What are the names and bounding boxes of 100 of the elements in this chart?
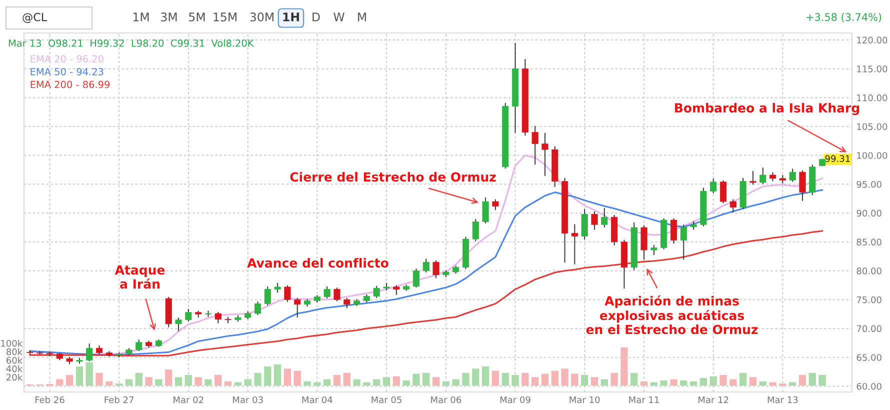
candlestick: [136, 340, 142, 351]
text: 1M: [133, 12, 149, 22]
bar: [670, 379, 678, 386]
bar: [650, 382, 658, 386]
candlestick: [175, 318, 182, 332]
x-tick-label: Mar 03: [233, 396, 263, 404]
y-tick-label: 70.00: [856, 325, 882, 332]
bar: [234, 382, 242, 386]
candlestick: [789, 168, 796, 182]
bar: [314, 382, 321, 386]
bar: [630, 372, 638, 386]
candlestick: [720, 180, 727, 204]
text: 3M: [161, 12, 177, 22]
bar: [789, 382, 796, 386]
bar: [798, 375, 806, 386]
bar: [402, 380, 410, 386]
text: D: [312, 12, 320, 22]
annotation: Aparición de minas explosivas acuáticas en el Estrecho de Ormuz: [586, 295, 758, 334]
bar: [412, 374, 420, 386]
y-tick-label: 100.00: [857, 152, 888, 159]
x-tick-label: Feb 26: [35, 396, 64, 404]
candlestick: [601, 208, 608, 228]
x-tick-label: Mar 05: [372, 396, 402, 404]
text: EMA 50 - 94.23: [30, 68, 104, 76]
candlestick: [472, 218, 479, 242]
bar: [76, 366, 84, 386]
y-tick-label: 80.00: [856, 268, 882, 274]
bar: [462, 372, 470, 386]
candlestick: [492, 199, 499, 210]
bar: [353, 379, 360, 386]
bar: [422, 372, 430, 386]
candlestick: [591, 211, 598, 230]
bar: [284, 368, 292, 386]
bar: [324, 379, 331, 386]
candlestick: [650, 244, 658, 256]
candlestick: [294, 298, 301, 318]
x-tick-label: Mar 11: [629, 396, 659, 404]
bar: [571, 374, 578, 386]
y-tick-label: 60.00: [856, 382, 882, 390]
text: 15M: [214, 12, 236, 22]
bar: [620, 347, 628, 386]
bar: [502, 372, 509, 386]
text: EMA 20 - 96.20: [30, 55, 104, 63]
candlestick: [86, 344, 93, 362]
bar: [184, 375, 192, 386]
bar: [125, 379, 133, 386]
bar: [363, 382, 370, 386]
bar: [135, 372, 142, 386]
x-tick-label: Mar 04: [302, 396, 332, 404]
candlestick: [730, 199, 736, 212]
bar: [56, 379, 64, 386]
candlestick: [542, 132, 548, 176]
bar: [759, 381, 766, 386]
bar: [561, 368, 568, 386]
bar: [452, 379, 460, 386]
candlestick: [482, 198, 489, 224]
candlestick: [710, 178, 717, 194]
bar: [590, 377, 598, 386]
x-tick-label: Mar 06: [431, 396, 462, 404]
candlestick: [324, 286, 330, 298]
bar: [392, 376, 400, 386]
bar: [610, 372, 618, 386]
y-tick-label: 95.00: [856, 180, 882, 188]
bar: [739, 372, 747, 386]
candlestick: [373, 286, 380, 298]
bar: [492, 370, 500, 386]
text: W: [334, 12, 344, 22]
y2-tick-label: 60k: [6, 356, 23, 364]
bar: [224, 381, 232, 386]
candlestick: [344, 298, 350, 308]
text: @CL: [22, 12, 47, 23]
y2-tick-label: 40k: [6, 365, 23, 372]
bar: [600, 379, 608, 386]
bar: [294, 370, 301, 386]
bar: [204, 379, 212, 386]
candlestick: [680, 224, 687, 260]
y-tick-label: 65.00: [856, 354, 882, 361]
bar: [343, 372, 350, 386]
candlestick: [640, 225, 648, 260]
y-tick-label: 115.00: [857, 66, 888, 72]
candlestick: [224, 317, 232, 324]
bar: [541, 374, 549, 386]
y-tick-label: 120.00: [857, 36, 888, 44]
candlestick: [432, 260, 440, 278]
text: 1H: [283, 12, 299, 22]
candlestick: [581, 209, 588, 240]
text: EMA 200 - 86.99: [30, 80, 110, 88]
candlestick: [204, 310, 212, 317]
candlestick: [412, 268, 420, 288]
annotation: Bombardeo a la Isla Kharg: [675, 102, 860, 116]
candlestick: [214, 312, 222, 324]
bar: [700, 378, 707, 386]
annotation: Avance del conflicto: [247, 258, 388, 268]
annotation: Mar 13 O98.21 H99.32 L98.20 C99.31 Vol8.20K: [8, 39, 254, 47]
candlestick: [670, 218, 678, 244]
bar: [174, 377, 182, 386]
bar: [304, 381, 311, 386]
text: +3.58 (3.74%): [806, 12, 882, 22]
bar: [145, 377, 152, 386]
y-tick-label: 85.00: [856, 238, 882, 246]
